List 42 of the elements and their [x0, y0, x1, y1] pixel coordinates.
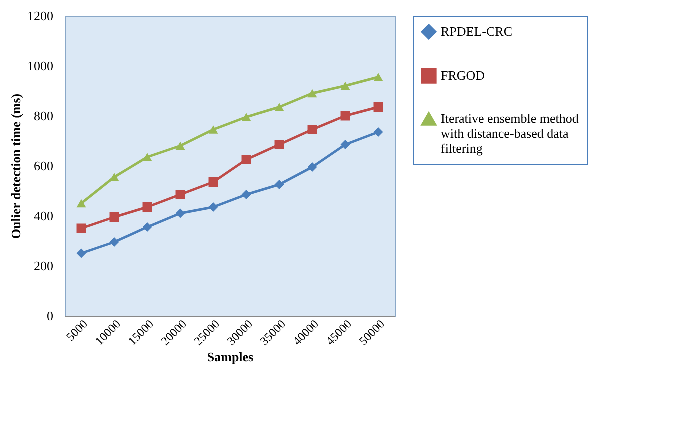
- point: [110, 173, 120, 182]
- point: [374, 128, 384, 137]
- point: [142, 153, 152, 162]
- point: [110, 238, 120, 247]
- point: [340, 82, 350, 90]
- point: [274, 103, 284, 112]
- point: [176, 208, 186, 218]
- legend-label: Iterative ensemble method with distance-based data filtering: [441, 111, 580, 156]
- point: [242, 190, 252, 200]
- y-tick-label: 200: [34, 258, 54, 274]
- point: [308, 162, 318, 172]
- point: [208, 202, 218, 212]
- point: [242, 113, 252, 122]
- point: [242, 155, 252, 164]
- x-axis-title: Samples: [207, 349, 254, 364]
- point: [340, 140, 350, 150]
- point: [374, 102, 384, 112]
- point: [110, 212, 120, 222]
- y-axis-title: Oulier detection time (ms): [8, 94, 24, 240]
- point: [76, 248, 86, 258]
- legend-label: FRGOD: [441, 68, 486, 83]
- y-tick-label: 400: [34, 208, 54, 224]
- y-tick-label: 600: [34, 158, 54, 174]
- y-tick-label: 0: [47, 308, 54, 324]
- point: [274, 140, 284, 150]
- point: [76, 199, 86, 208]
- point: [208, 178, 218, 187]
- point: [374, 73, 384, 82]
- point: [274, 180, 284, 190]
- y-tick-label: 1000: [28, 58, 54, 74]
- point: [308, 89, 318, 98]
- point: [176, 190, 186, 200]
- point: [142, 202, 152, 212]
- point: [176, 142, 186, 150]
- y-tick-label: 1200: [28, 8, 54, 24]
- point: [340, 111, 350, 121]
- point: [76, 224, 86, 234]
- y-tick-label: 800: [34, 108, 54, 124]
- point: [208, 126, 218, 134]
- point: [308, 125, 318, 134]
- point: [142, 222, 152, 232]
- legend-label: RPDEL-CRC: [441, 24, 513, 39]
